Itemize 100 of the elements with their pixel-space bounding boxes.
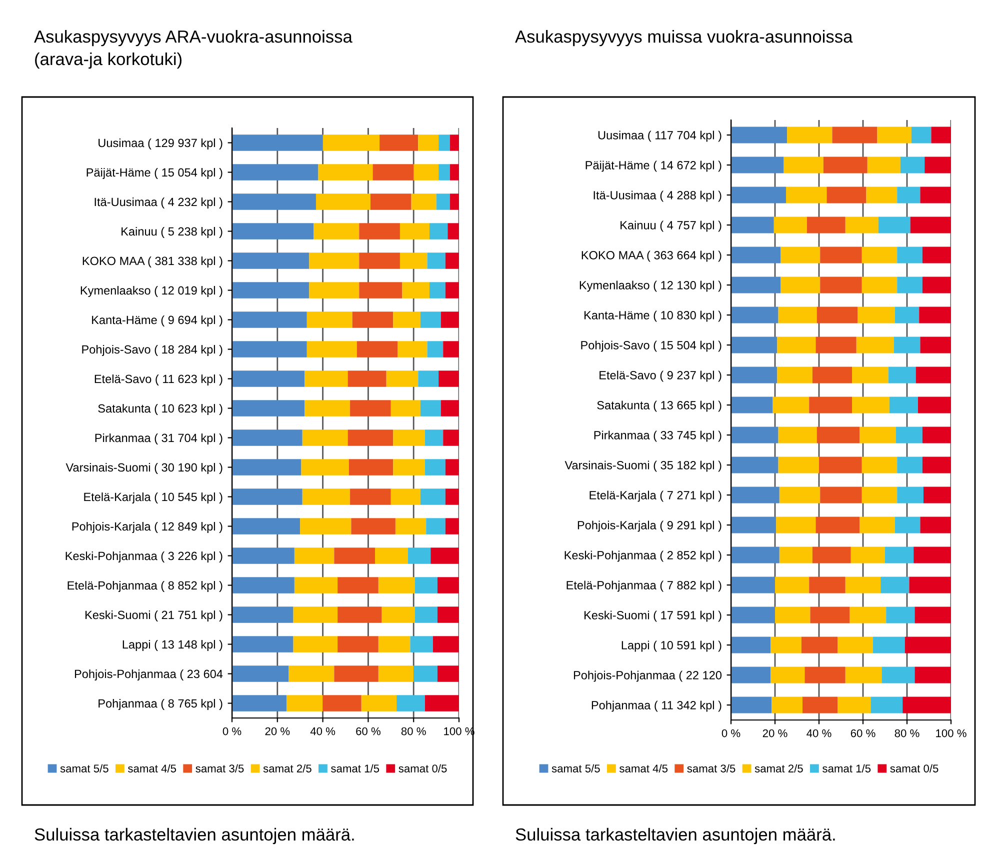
bar	[816, 516, 860, 534]
bar	[897, 186, 920, 204]
bar	[919, 306, 951, 324]
y-tick-label: Pohjois-Karjala ( 9 291 kpl )	[578, 520, 722, 532]
legend-label: samat 1/5	[822, 764, 871, 772]
bar	[820, 276, 862, 294]
bar	[286, 695, 323, 712]
bar	[334, 548, 376, 564]
bar	[816, 336, 856, 354]
y-tick-label: Keski-Pohjanmaa ( 3 226 kpl )	[66, 551, 222, 562]
legend-label: samat 4/5	[620, 764, 668, 772]
legend-label: samat 1/5	[331, 764, 380, 772]
bar	[322, 695, 362, 712]
bar	[820, 486, 862, 504]
bar	[288, 666, 334, 682]
bar	[816, 306, 858, 324]
bar	[429, 223, 448, 240]
bar	[411, 194, 436, 210]
bar	[400, 252, 428, 269]
bar	[786, 186, 827, 204]
bar	[731, 666, 771, 684]
y-tick-label: Kanta-Häme ( 9 694 kpl )	[92, 315, 222, 326]
bar	[437, 666, 459, 682]
bar	[787, 126, 832, 144]
bar	[888, 366, 916, 384]
x-tick-label: 80 %	[401, 727, 426, 736]
bar	[860, 516, 895, 534]
bar	[909, 576, 951, 594]
bar	[731, 546, 780, 564]
bar	[770, 636, 802, 654]
bar	[294, 548, 334, 564]
bar	[398, 341, 428, 358]
bar	[920, 516, 951, 534]
bar	[378, 577, 415, 594]
bar	[400, 223, 430, 240]
y-tick-label: Keski-Suomi ( 21 751 kpl )	[86, 610, 222, 622]
bar	[438, 134, 450, 151]
bar	[852, 366, 888, 384]
bar	[304, 370, 348, 387]
bar	[338, 577, 378, 594]
y-tick-label: Uusimaa ( 129 937 kpl )	[98, 138, 222, 150]
y-tick-label: Keski-Pohjanmaa ( 2 852 kpl )	[564, 550, 722, 562]
x-tick-label: 20 %	[265, 727, 290, 736]
bar	[812, 546, 851, 564]
bar	[301, 459, 349, 476]
bar	[870, 696, 903, 714]
bar	[806, 216, 846, 234]
legend-label: samat 3/5	[196, 764, 244, 772]
bar	[232, 194, 316, 210]
y-tick-label: Päijät-Häme ( 15 054 kpl )	[86, 168, 222, 179]
y-tick-label: Itä-Uusimaa ( 4 232 kpl )	[94, 197, 222, 208]
bar	[440, 400, 459, 416]
y-tick-label: Etelä-Savo ( 11 623 kpl )	[94, 374, 222, 386]
bar	[774, 216, 807, 234]
bar	[436, 194, 450, 210]
bar	[429, 282, 446, 298]
legend-label: samat 2/5	[754, 764, 803, 772]
bar	[382, 606, 415, 623]
bar	[350, 400, 391, 416]
bar	[838, 636, 873, 654]
bar	[334, 666, 378, 682]
y-tick-label: Kymenlaakso ( 12 130 kpl )	[580, 280, 722, 292]
bar	[832, 126, 878, 144]
bar	[845, 576, 881, 594]
bar	[232, 282, 310, 298]
bar	[731, 366, 778, 384]
bar	[418, 370, 439, 387]
bar	[772, 396, 810, 414]
bar	[430, 548, 459, 564]
y-tick-label: KOKO MAA ( 381 338 kpl )	[82, 256, 222, 268]
bar	[302, 430, 348, 446]
bar	[361, 695, 397, 712]
bar	[856, 336, 894, 354]
bar	[922, 276, 951, 294]
bar	[408, 548, 431, 564]
legend-label: samat 2/5	[263, 764, 312, 772]
bar	[894, 306, 920, 324]
bar	[922, 456, 951, 474]
bar	[318, 164, 373, 180]
bar	[443, 341, 459, 358]
bar	[885, 546, 914, 564]
bar	[450, 164, 459, 180]
x-tick-label: 0 %	[722, 729, 740, 738]
bar	[396, 695, 425, 712]
bar	[293, 636, 338, 652]
bar	[393, 459, 425, 476]
bar	[232, 459, 302, 476]
bar	[802, 696, 838, 714]
chart-title: Asukaspysyvyys muissa vuokra-asunnoissa	[515, 30, 853, 46]
bar	[775, 576, 810, 594]
bar	[897, 486, 924, 504]
bar	[858, 306, 895, 324]
bar	[922, 426, 951, 444]
bar	[918, 396, 951, 414]
legend-label: samat 4/5	[128, 764, 176, 772]
bar	[910, 216, 951, 234]
bar	[438, 164, 450, 180]
bar	[804, 666, 846, 684]
x-tick-label: 80 %	[894, 729, 920, 738]
bar	[845, 666, 882, 684]
